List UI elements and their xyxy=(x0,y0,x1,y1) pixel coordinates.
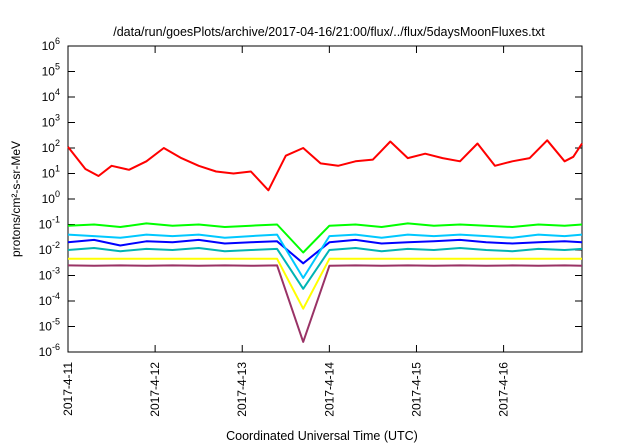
y-tick-label-11: 105 xyxy=(42,62,60,79)
y-tick-label-6: 100 xyxy=(42,189,60,206)
series-line-3 xyxy=(67,233,583,279)
y-tick-label-1: 10-5 xyxy=(39,317,60,334)
x-axis-label: Coordinated Universal Time (UTC) xyxy=(226,429,418,443)
series-line-4 xyxy=(67,247,583,290)
y-tick-label-5: 10-1 xyxy=(39,215,60,232)
x-tick-label-5: 2017-4-16 xyxy=(497,362,511,417)
x-tick-label-4: 2017-4-15 xyxy=(409,362,423,417)
y-axis: 10-6 10-5 10-4 10-3 10-2 10-1 100 101 102 103 104 1… xyxy=(39,36,582,359)
y-tick-label-2: 10-4 xyxy=(39,291,60,308)
y-tick-label-12: 106 xyxy=(42,36,60,53)
series-line-6 xyxy=(67,264,583,343)
y-tick-label-9: 103 xyxy=(42,113,60,130)
plot-frame xyxy=(67,45,583,353)
y-tick-label-0: 10-6 xyxy=(39,342,60,359)
x-tick-label-2: 2017-4-13 xyxy=(235,362,249,417)
x-tick-label-0: 2017-4-11 xyxy=(61,362,75,416)
series-line-0 xyxy=(67,139,583,192)
x-axis: 2017-4-11 2017-4-12 2017-4-13 2017-4-14 2017… xyxy=(61,46,511,417)
y-tick-label-10: 104 xyxy=(42,87,60,104)
x-tick-label-3: 2017-4-14 xyxy=(322,362,336,417)
series-line-1 xyxy=(67,222,583,254)
x-tick-label-1: 2017-4-12 xyxy=(148,362,162,417)
series-line-5 xyxy=(68,257,582,310)
y-tick-label-8: 102 xyxy=(42,138,60,155)
y-tick-label-4: 10-2 xyxy=(39,240,60,257)
y-tick-label-3: 10-3 xyxy=(39,266,60,283)
y-axis-label: protons/cm²-s-sr-MeV xyxy=(9,141,23,257)
series-group xyxy=(67,139,583,343)
series-line-2 xyxy=(67,238,583,265)
y-tick-label-7: 101 xyxy=(42,164,60,181)
chart-title: /data/run/goesPlots/archive/2017-04-16/2… xyxy=(113,25,545,39)
